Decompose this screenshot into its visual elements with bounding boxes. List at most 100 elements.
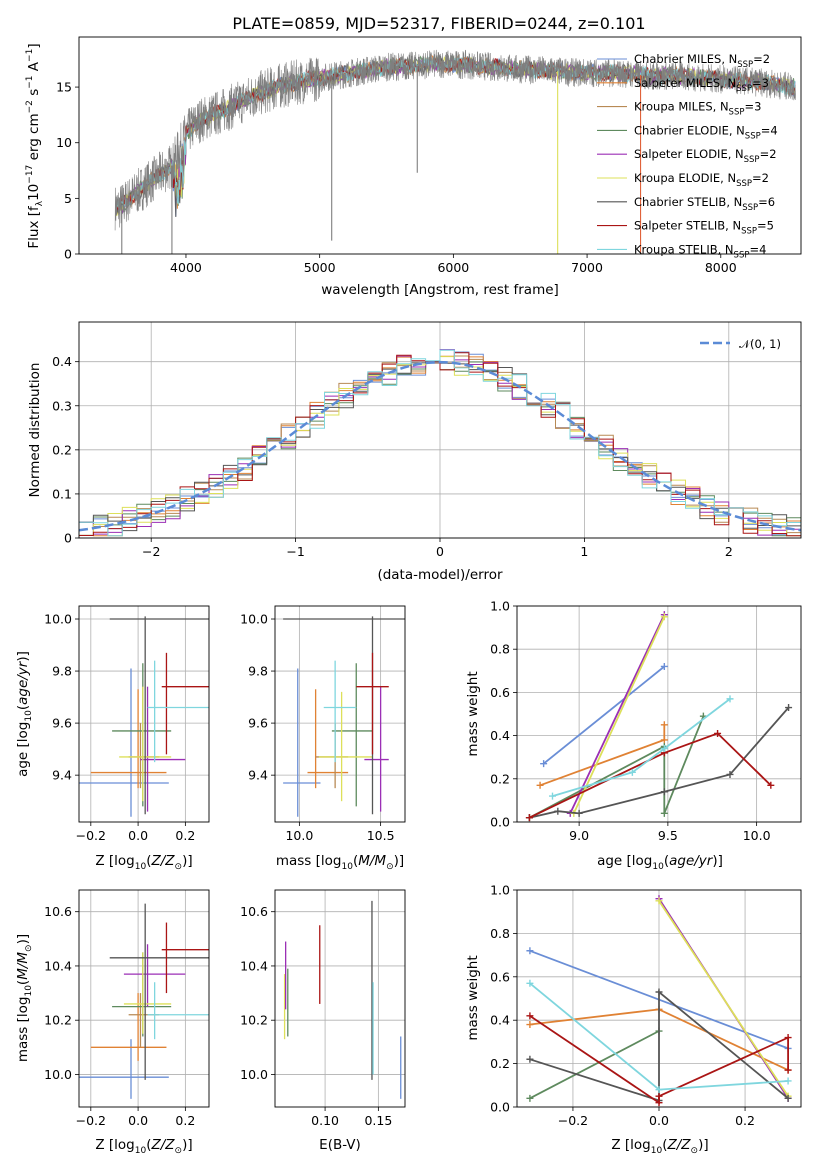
grid-mass-vs-EBV — [275, 890, 405, 1107]
weight-series — [525, 712, 707, 822]
x-tick-label: −0.2 — [76, 828, 106, 843]
x-tick-label: 0 — [436, 544, 444, 559]
marks-mass-vs-EBV — [283, 900, 402, 1099]
y-tick-label: 10.0 — [240, 1067, 268, 1082]
marker — [784, 1034, 792, 1042]
y-tick-label: 0.2 — [490, 1056, 510, 1071]
x-axis-label: age [log10(age/yr)] — [597, 853, 723, 872]
marker — [660, 736, 668, 744]
errorbar-point — [140, 686, 186, 812]
y-tick-label: 1.0 — [490, 599, 510, 614]
errorbar-point — [147, 660, 209, 763]
weight-line — [569, 614, 666, 814]
x-tick-label: 0.2 — [175, 828, 195, 843]
y-tick-label: 0 — [64, 247, 72, 262]
legend: Chabrier MILES, NSSP=2 Salpeter MILES, NS… — [597, 52, 778, 260]
legend-entry: Chabrier STELIB, NSSP=6 — [634, 195, 775, 213]
y-tick-label: 9.6 — [248, 716, 268, 731]
legend-entry: Kroupa MILES, NSSP=3 — [634, 100, 761, 118]
errorbar-point — [112, 663, 172, 807]
marker — [575, 809, 583, 817]
marker — [540, 760, 548, 768]
marker — [655, 1099, 663, 1107]
marker — [714, 729, 722, 737]
x-tick-label: 0.2 — [175, 1113, 195, 1128]
y-tick-label: 9.8 — [248, 664, 268, 679]
marker — [628, 768, 636, 776]
y-tick-label: 10.6 — [44, 904, 72, 919]
marker — [784, 1077, 792, 1085]
y-tick-label: 0.8 — [490, 926, 510, 941]
axes-frame — [78, 321, 802, 539]
errorbar-point — [323, 660, 357, 763]
marker — [526, 979, 534, 987]
x-tick-label: 10.0 — [743, 828, 771, 843]
marker — [526, 1021, 534, 1029]
marker — [655, 988, 663, 996]
marker — [526, 1012, 534, 1020]
weight-series — [525, 729, 775, 822]
x-tick-label: 9.0 — [569, 828, 589, 843]
x-axis-label: Z [log10(Z/Z⊙)] — [95, 853, 192, 872]
x-tick-label: −0.2 — [76, 1113, 106, 1128]
y-tick-label: 10.4 — [44, 958, 72, 973]
x-tick-label: 5000 — [304, 260, 336, 275]
weight-line — [543, 665, 665, 765]
axes-frame — [78, 605, 210, 823]
y-tick-label: 0.0 — [490, 1100, 510, 1115]
errorbar-point — [109, 616, 209, 815]
y-tick-label: 0.4 — [490, 1013, 510, 1028]
x-tick-label: 4000 — [170, 260, 202, 275]
y-tick-label: 5 — [64, 191, 72, 206]
panel-age-vs-Z: −0.2 0.0 0.2 9.4 9.6 9.8 10.0 Z [log10(Z/Z⊙)] ag… — [15, 605, 210, 872]
legend-entry: Chabrier MILES, NSSP=2 — [634, 52, 770, 70]
y-axis-label: mass weight — [465, 671, 481, 756]
y-tick-label: 0.1 — [52, 486, 72, 501]
marker — [655, 1092, 663, 1100]
panel-spectrum: 4000 5000 6000 7000 8000 0 5 10 15 Chabrier MILES… — [25, 36, 802, 298]
x-tick-label: 8000 — [705, 260, 737, 275]
figure-title: PLATE=0859, MJD=52317, FIBERID=0244, z=0… — [232, 14, 645, 33]
marker — [767, 781, 775, 789]
marks-spectrum — [114, 49, 796, 254]
legend-entry: Salpeter MILES, NSSP=3 — [634, 76, 769, 94]
weight-line — [658, 900, 789, 1097]
y-tick-label: 0.4 — [490, 728, 510, 743]
marker — [526, 947, 534, 955]
legend-entry: Kroupa ELODIE, NSSP=2 — [634, 171, 769, 189]
y-tick-label: 9.6 — [52, 716, 72, 731]
y-tick-label: 0.6 — [490, 685, 510, 700]
marker — [526, 1094, 534, 1102]
marks-mass-vs-Z — [79, 903, 209, 1099]
y-tick-label: 9.8 — [52, 664, 72, 679]
grid-mass-vs-Z — [79, 890, 209, 1107]
axes-frame — [78, 889, 210, 1108]
y-tick-label: 0.2 — [52, 442, 72, 457]
marker — [660, 613, 668, 621]
panel-weight-vs-Z: −0.2 0.0 0.2 0.0 0.2 0.4 0.6 0.8 1.0 Z [log10(Z/Z… — [465, 883, 802, 1156]
marker — [785, 704, 793, 712]
marker — [554, 807, 562, 815]
y-axis-label: Normed distribution — [27, 363, 43, 498]
panel-mass-vs-Z: −0.2 0.0 0.2 10.0 10.2 10.4 10.6 Z [log10(Z/Z⊙)… — [15, 889, 210, 1156]
y-tick-label: 10 — [56, 135, 72, 150]
axes-frame — [516, 605, 802, 823]
marker — [655, 1086, 663, 1094]
x-tick-label: 10.0 — [285, 828, 313, 843]
axes-frame — [516, 889, 802, 1108]
errorbar-point — [123, 944, 186, 1007]
residual-histogram-8 — [79, 349, 801, 537]
x-tick-label: 0.0 — [649, 1113, 669, 1128]
errorbar-point — [331, 663, 373, 807]
weight-line — [529, 732, 772, 819]
x-axis-label: mass [log10(M/M⊙)] — [276, 853, 404, 872]
y-tick-label: 10.6 — [240, 904, 268, 919]
y-axis-label: Flux [fλ10−17 erg cm−2 s−1 A−1] — [25, 43, 45, 248]
legend-entry: Salpeter ELODIE, NSSP=2 — [634, 147, 777, 165]
y-tick-label: 15 — [56, 80, 72, 95]
x-axis-label: E(B-V) — [319, 1137, 361, 1153]
grid-weight-vs-age — [517, 605, 801, 823]
marker — [660, 662, 668, 670]
x-axis-label: Z [log10(Z/Z⊙)] — [611, 1137, 708, 1156]
